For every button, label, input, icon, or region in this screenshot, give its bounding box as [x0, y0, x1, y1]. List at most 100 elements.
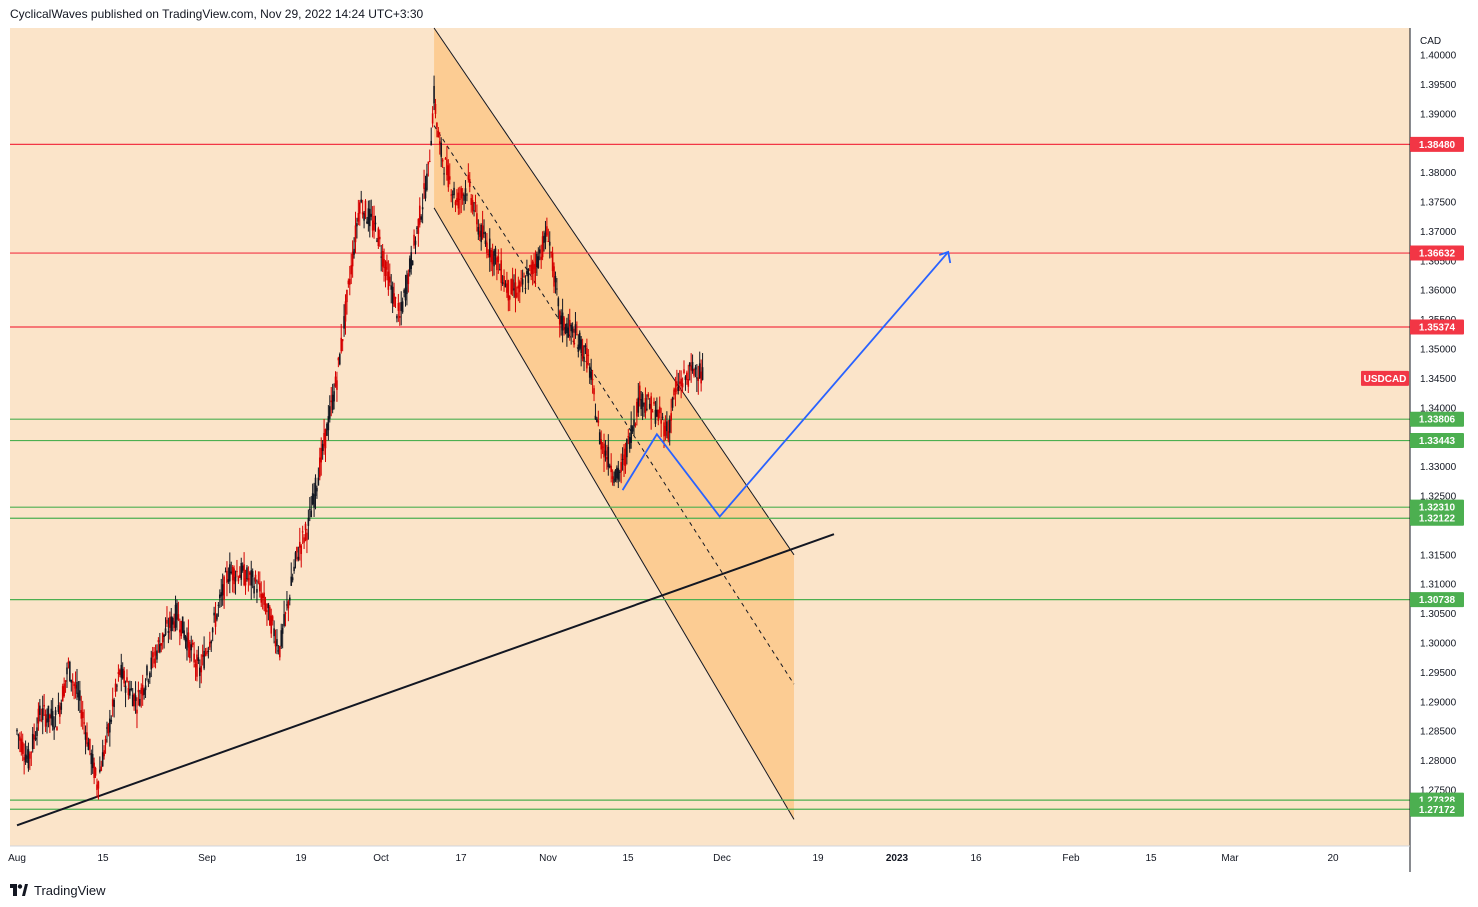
candle-body: [357, 213, 360, 222]
candle-body: [406, 275, 408, 295]
channel-fill[interactable]: [434, 28, 794, 820]
candle-body: [468, 178, 471, 187]
candle-body: [514, 282, 517, 299]
candle-body: [197, 657, 200, 661]
candle-body: [291, 577, 294, 581]
candle-body: [517, 285, 520, 289]
candle-body: [696, 377, 698, 379]
candle-body: [504, 283, 507, 288]
candle-body: [113, 699, 115, 708]
candle-body: [378, 236, 381, 240]
candle-body: [263, 592, 265, 605]
candle-body: [520, 278, 522, 280]
candle-body: [634, 424, 637, 426]
candle-body: [279, 646, 281, 658]
candle-body: [171, 617, 174, 625]
candle-body: [547, 241, 550, 243]
candle-body: [96, 784, 98, 790]
x-tick-label: 15: [1145, 853, 1157, 864]
candle-body: [673, 389, 675, 396]
candle-body: [356, 223, 358, 227]
candle-body: [411, 260, 414, 266]
candle-body: [194, 664, 197, 668]
candle-body: [296, 547, 298, 553]
candle-body: [187, 632, 190, 648]
candle-body: [534, 263, 537, 274]
candle-body: [644, 397, 647, 413]
candle-body: [494, 248, 497, 256]
green-level-badge: [1410, 411, 1464, 427]
candle-body: [506, 283, 508, 293]
candle-body: [537, 256, 540, 269]
candle-body: [438, 141, 441, 145]
candle-body: [624, 448, 627, 467]
candle-body: [204, 653, 207, 655]
candle-body: [243, 564, 245, 586]
candle-body: [676, 381, 678, 387]
candle-body: [73, 683, 75, 687]
candle-body: [190, 644, 193, 651]
y-tick-label: 1.29000: [1420, 697, 1457, 708]
candle-body: [199, 667, 201, 677]
channel-midline[interactable]: [433, 125, 795, 685]
candle-body: [536, 253, 538, 268]
projection-arrow-head: [938, 250, 952, 264]
candle-body: [380, 256, 383, 258]
candle-body: [368, 208, 371, 227]
candle-body: [456, 198, 458, 202]
candle-body: [646, 408, 648, 410]
x-tick-label: Dec: [713, 853, 731, 864]
candle-body: [550, 251, 552, 253]
candle-body: [84, 732, 87, 740]
y-tick-label: 1.40000: [1420, 51, 1457, 62]
candle-body: [390, 285, 393, 290]
candle-body: [121, 668, 124, 679]
candle-body: [448, 176, 451, 180]
red-level-badge-label: 1.38480: [1419, 140, 1456, 151]
green-level-badge: [1410, 510, 1464, 526]
candle-body: [563, 317, 565, 330]
channel-upper-line[interactable]: [433, 27, 795, 556]
candle-body: [420, 216, 423, 220]
candle-body: [374, 222, 377, 225]
y-tick-label: 1.32500: [1420, 492, 1457, 503]
candle-body: [330, 400, 333, 403]
candle-body: [650, 396, 652, 420]
candle-body: [174, 604, 177, 628]
candle-body: [603, 443, 605, 458]
candle-body: [336, 380, 338, 390]
candle-body: [493, 250, 495, 267]
candle-body: [123, 670, 125, 684]
candle-body: [548, 241, 551, 246]
candle-body: [701, 367, 704, 380]
candle-body: [361, 212, 364, 215]
projection-path[interactable]: [621, 251, 949, 519]
candle-body: [254, 574, 257, 582]
candle-body: [440, 142, 442, 157]
candle-body: [153, 658, 155, 664]
candle-body: [383, 258, 385, 269]
candle-body: [564, 327, 567, 334]
trendline[interactable]: [16, 533, 835, 827]
candle-body: [414, 240, 417, 245]
candle-body: [487, 254, 490, 256]
candle-body: [700, 371, 702, 384]
candle-body: [511, 279, 514, 291]
candle-body: [524, 288, 527, 290]
candle-body: [458, 198, 461, 200]
candle-body: [637, 397, 640, 413]
candle-body: [424, 187, 427, 199]
candle-body: [79, 690, 81, 701]
candle-body: [401, 301, 404, 313]
candle-body: [674, 388, 677, 392]
candle-body: [308, 508, 311, 510]
candle-body: [614, 469, 617, 481]
tradingview-logo-icon: [10, 884, 28, 896]
candle-body: [431, 113, 434, 124]
candle-body: [104, 738, 107, 745]
channel-lower-line[interactable]: [433, 207, 795, 820]
candle-body: [480, 224, 482, 243]
footer-brand: TradingView: [34, 882, 106, 898]
candle-body: [277, 650, 280, 652]
